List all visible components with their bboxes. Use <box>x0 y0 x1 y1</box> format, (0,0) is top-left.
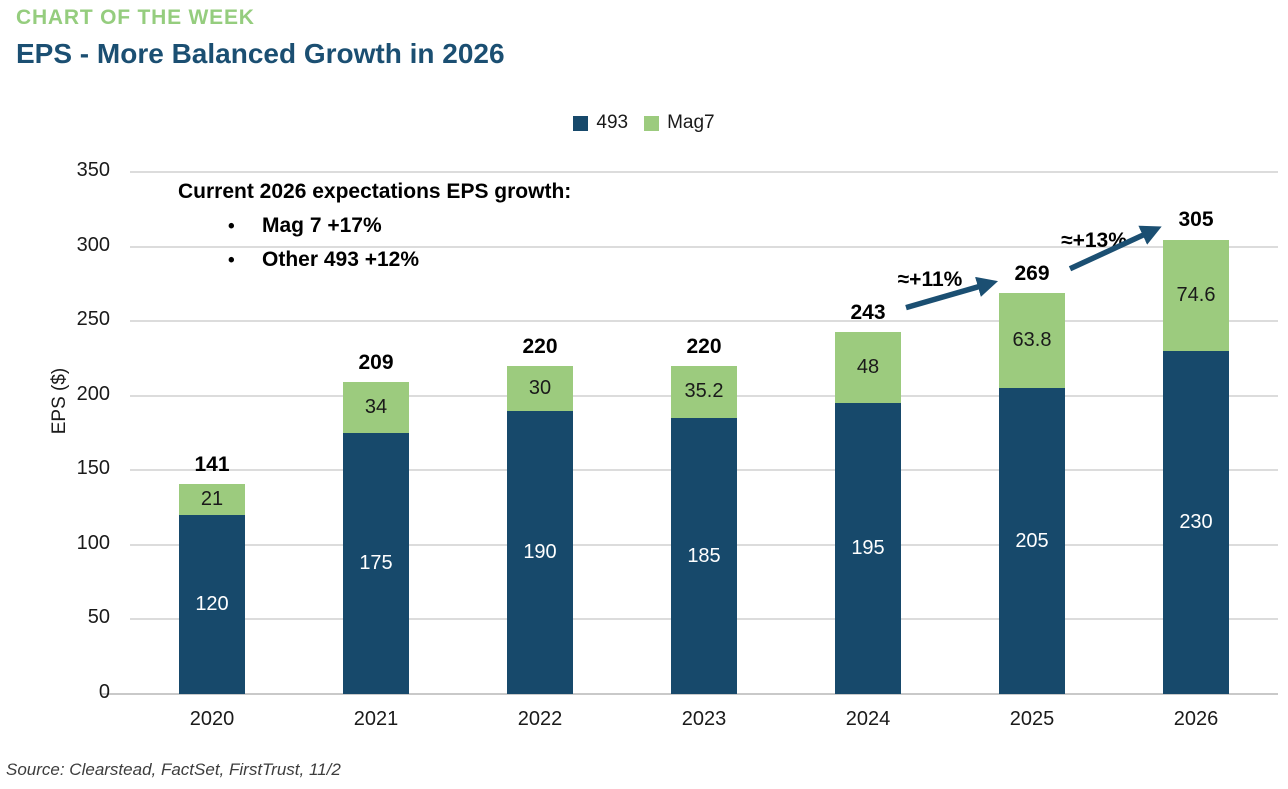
y-tick-label: 350 <box>76 159 110 181</box>
bullet-dot: • <box>228 250 235 271</box>
segment-value-label: 35.2 <box>684 380 724 403</box>
segment-value-label: 63.8 <box>1012 329 1052 352</box>
gridline <box>130 171 1278 173</box>
x-tick-label: 2024 <box>845 708 891 730</box>
growth-arrow-label: ≈+13% <box>1061 228 1127 252</box>
bar-total-label: 209 <box>358 351 394 375</box>
annotation-bullet-item: • Mag 7 +17% <box>178 214 571 238</box>
x-tick-label: 2023 <box>681 708 727 730</box>
segment-value-label: 230 <box>1179 510 1213 533</box>
bar-segment-Mag7: 34 <box>343 382 409 433</box>
legend-label-Mag7: Mag7 <box>667 112 715 133</box>
y-tick-label: 200 <box>76 382 110 405</box>
bar-segment-493: 195 <box>835 403 901 694</box>
y-tick-label: 250 <box>76 308 110 331</box>
x-axis-line <box>102 693 1278 695</box>
eyebrow-heading: CHART OF THE WEEK <box>16 6 255 29</box>
bar-segment-Mag7: 30 <box>507 365 573 411</box>
bar-total-label: 305 <box>1178 208 1214 232</box>
bar-segment-493: 185 <box>671 418 737 694</box>
legend-item-493: 493 <box>573 112 628 134</box>
x-tick-label: 2025 <box>1009 708 1055 730</box>
bar-total-label: 141 <box>194 452 230 476</box>
segment-value-label: 74.6 <box>1176 283 1216 306</box>
bar-segment-Mag7: 63.8 <box>999 293 1065 389</box>
y-tick-label: 50 <box>87 606 110 629</box>
segment-value-label: 120 <box>195 593 229 615</box>
segment-value-label: 190 <box>523 540 557 563</box>
y-tick-label: 100 <box>76 531 110 554</box>
bar-total-label: 243 <box>850 300 886 324</box>
bar-segment-Mag7: 74.6 <box>1163 239 1229 351</box>
x-tick-label: 2026 <box>1173 708 1219 730</box>
x-tick-label: 2020 <box>189 708 235 730</box>
annotation-bullet-item: • Other 493 +12% <box>178 248 571 272</box>
y-tick-label: 0 <box>98 681 110 703</box>
chart-legend: 493 Mag7 <box>0 112 1288 134</box>
annotation-block: Current 2026 expectations EPS growth: • M… <box>178 180 571 272</box>
bullet-dot: • <box>228 216 235 237</box>
segment-value-label: 48 <box>856 355 880 378</box>
bar-segment-Mag7: 35.2 <box>671 365 737 419</box>
y-tick-label: 300 <box>76 233 110 256</box>
page-title: EPS - More Balanced Growth in 2026 <box>16 38 505 69</box>
legend-item-Mag7: Mag7 <box>644 112 715 134</box>
gridline <box>130 320 1278 323</box>
segment-value-label: 185 <box>687 544 721 567</box>
bar-total-label: 220 <box>686 334 722 358</box>
annotation-bullets: • Mag 7 +17% • Other 493 +12% <box>178 214 571 272</box>
bar-segment-Mag7: 48 <box>835 331 901 404</box>
segment-value-label: 30 <box>528 376 552 399</box>
growth-arrow-label: ≈+11% <box>897 267 963 291</box>
x-tick-label: 2021 <box>353 708 399 730</box>
bar-total-label: 269 <box>1014 261 1050 285</box>
bar-segment-493: 190 <box>507 410 573 694</box>
legend-swatch-Mag7 <box>644 115 660 131</box>
legend-label-493: 493 <box>596 112 629 133</box>
segment-value-label: 21 <box>200 487 224 510</box>
plot-area: 0 50 100 150 200 250 300 350 120 21 141 2020 175 34 20… <box>77 159 1278 730</box>
bar-total-label: 220 <box>522 334 558 358</box>
segment-value-label: 205 <box>1015 529 1049 552</box>
segment-value-label: 175 <box>359 552 393 574</box>
bullet-text: Mag 7 +17% <box>262 214 382 237</box>
y-tick-label: 150 <box>76 457 110 480</box>
bullet-text: Other 493 +12% <box>262 248 420 271</box>
segment-value-label: 34 <box>364 396 388 419</box>
legend-swatch-493 <box>573 115 589 131</box>
bar-segment-493: 120 <box>179 515 245 694</box>
bar-segment-Mag7: 21 <box>179 483 245 516</box>
gridline <box>130 245 1278 248</box>
bar-segment-493: 230 <box>1163 350 1229 694</box>
source-note: Source: Clearstead, FactSet, FirstTrust,… <box>6 760 341 779</box>
bar-segment-493: 205 <box>999 388 1065 694</box>
bar-segment-493: 175 <box>343 433 409 694</box>
annotation-title: Current 2026 expectations EPS growth: <box>178 180 572 203</box>
segment-value-label: 195 <box>851 537 885 560</box>
x-tick-label: 2022 <box>517 708 563 730</box>
